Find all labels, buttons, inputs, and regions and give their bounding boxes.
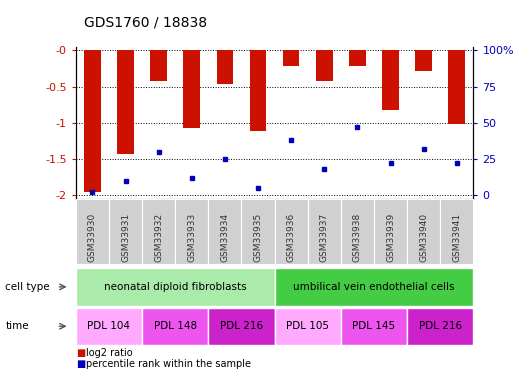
- Text: PDL 216: PDL 216: [220, 321, 263, 331]
- Bar: [349, 51, 366, 66]
- Text: ■: ■: [76, 348, 85, 358]
- Text: GSM33940: GSM33940: [419, 213, 428, 262]
- Bar: [415, 51, 432, 71]
- Text: time: time: [5, 321, 29, 331]
- Bar: [117, 51, 134, 154]
- Text: percentile rank within the sample: percentile rank within the sample: [86, 359, 251, 369]
- Text: GSM33933: GSM33933: [187, 213, 196, 262]
- Text: GSM33930: GSM33930: [88, 213, 97, 262]
- Text: GSM33939: GSM33939: [386, 213, 395, 262]
- Text: umbilical vein endothelial cells: umbilical vein endothelial cells: [293, 282, 454, 292]
- Bar: [316, 51, 333, 81]
- Text: GDS1760 / 18838: GDS1760 / 18838: [84, 15, 207, 29]
- Text: log2 ratio: log2 ratio: [86, 348, 133, 358]
- Text: GSM33937: GSM33937: [320, 213, 329, 262]
- Text: ■: ■: [76, 359, 85, 369]
- Text: GSM33931: GSM33931: [121, 213, 130, 262]
- Text: PDL 145: PDL 145: [353, 321, 395, 331]
- Text: GSM33936: GSM33936: [287, 213, 295, 262]
- Bar: [84, 51, 100, 192]
- Text: PDL 216: PDL 216: [418, 321, 462, 331]
- Text: cell type: cell type: [5, 282, 50, 292]
- Text: PDL 105: PDL 105: [286, 321, 329, 331]
- Text: GSM33934: GSM33934: [220, 213, 230, 262]
- Text: GSM33932: GSM33932: [154, 213, 163, 262]
- Text: PDL 104: PDL 104: [87, 321, 130, 331]
- Text: GSM33941: GSM33941: [452, 213, 461, 262]
- Bar: [151, 51, 167, 81]
- Bar: [448, 51, 465, 124]
- Text: neonatal diploid fibroblasts: neonatal diploid fibroblasts: [104, 282, 246, 292]
- Text: GSM33938: GSM33938: [353, 213, 362, 262]
- Bar: [250, 51, 266, 132]
- Text: PDL 148: PDL 148: [154, 321, 197, 331]
- Bar: [217, 51, 233, 84]
- Bar: [184, 51, 200, 128]
- Text: GSM33935: GSM33935: [254, 213, 263, 262]
- Bar: [283, 51, 299, 66]
- Bar: [382, 51, 399, 110]
